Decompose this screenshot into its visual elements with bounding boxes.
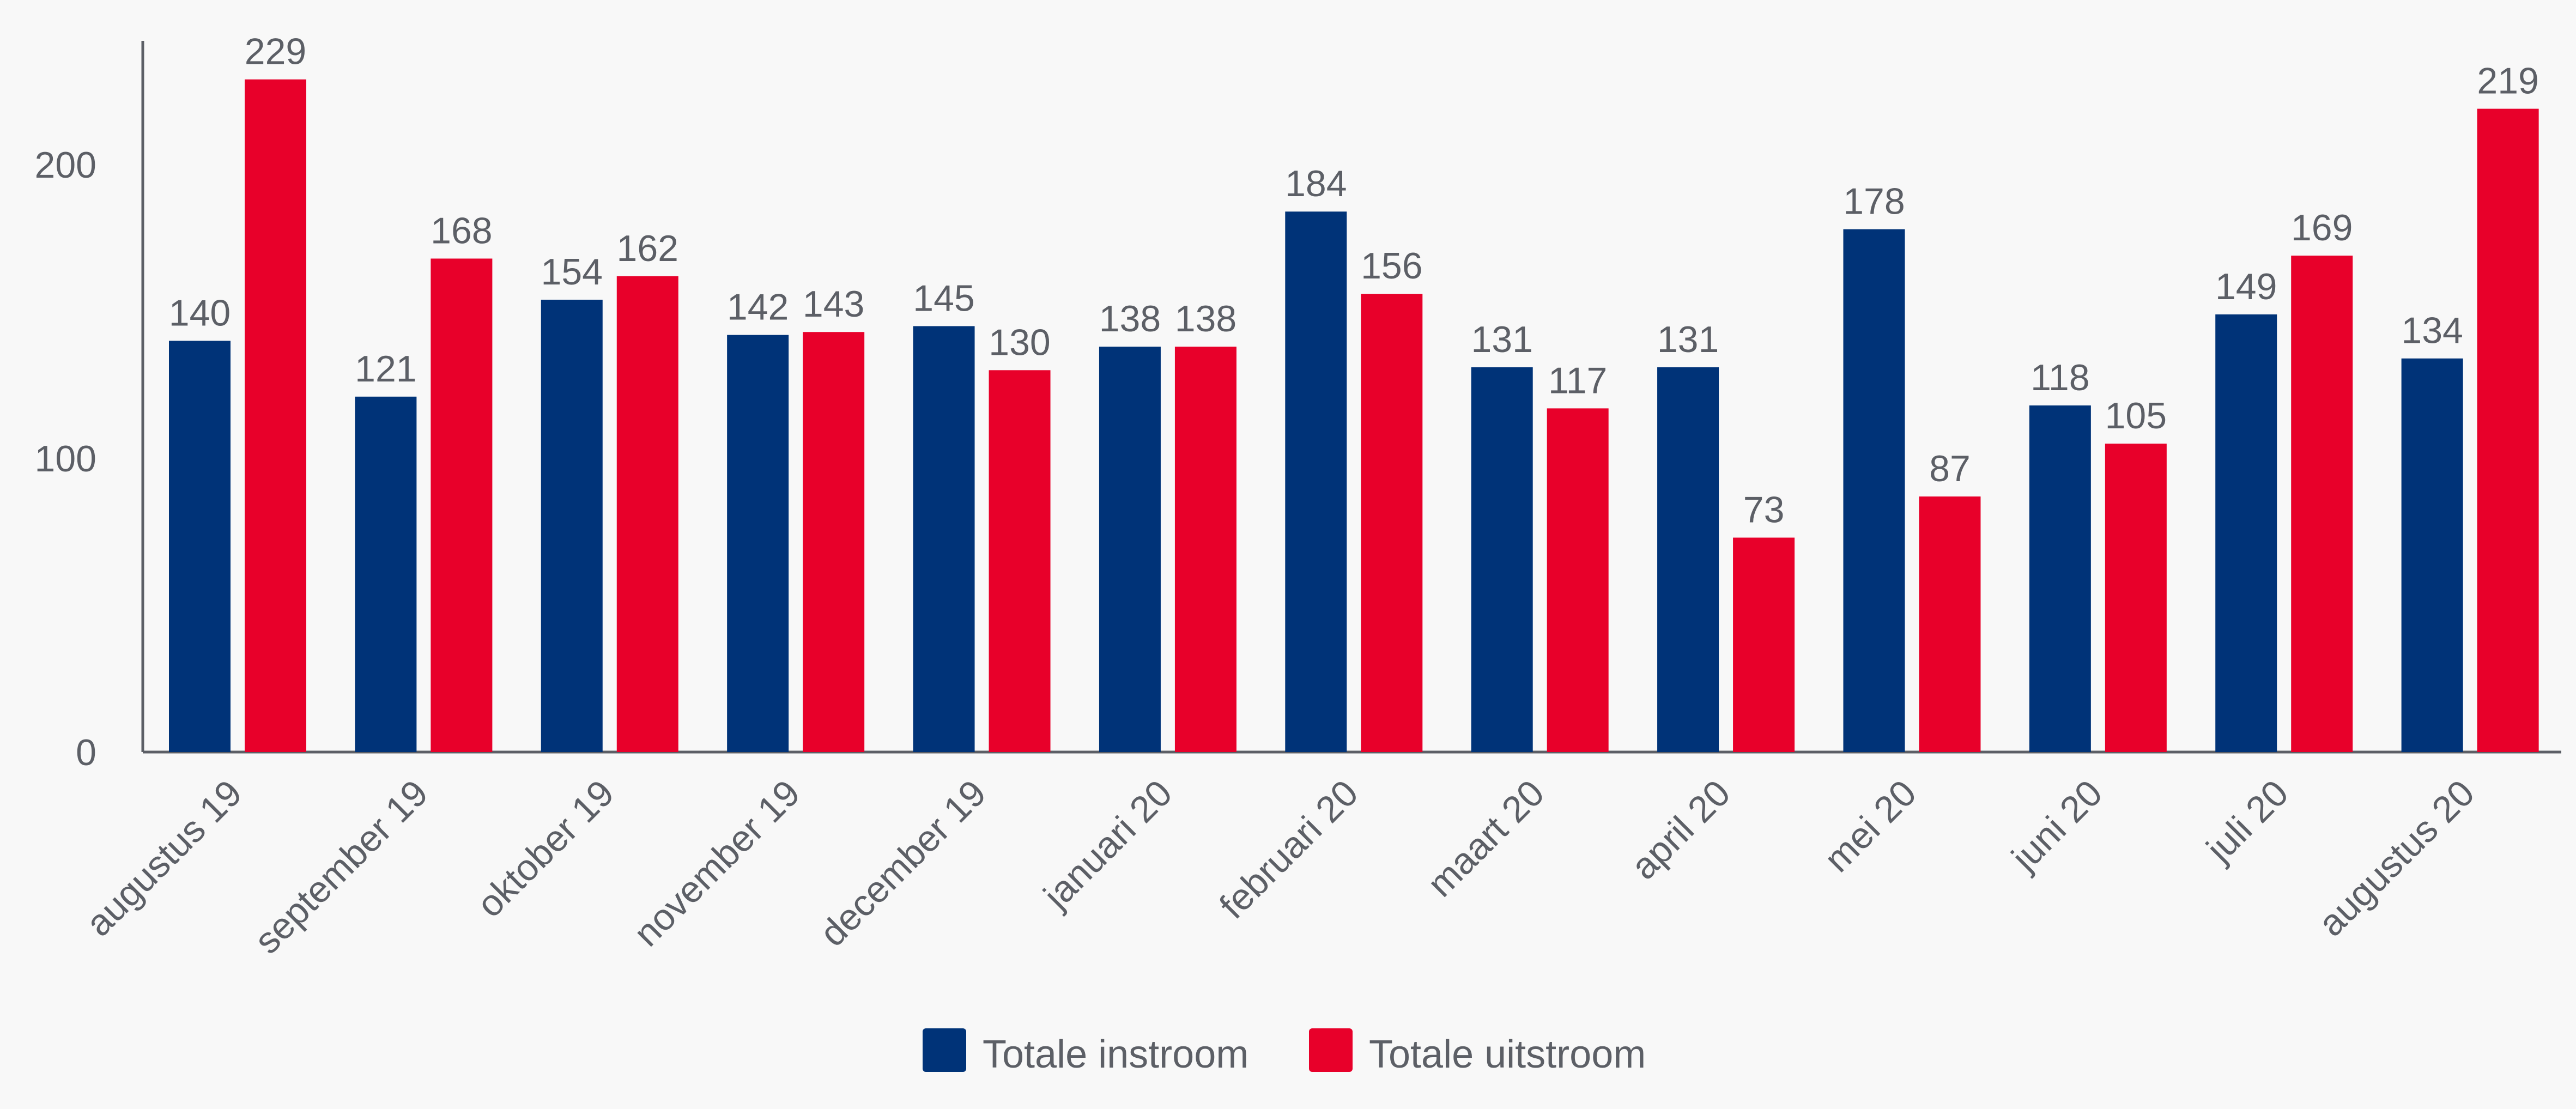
data-label: 131	[1471, 319, 1532, 360]
data-label: 140	[169, 292, 231, 334]
bar-instroom	[1285, 211, 1347, 752]
data-label: 73	[1743, 489, 1785, 531]
x-tick-label: maart 20	[1420, 772, 1552, 905]
data-label: 154	[541, 251, 603, 293]
bar-uitstroom	[431, 258, 493, 753]
bar-instroom	[2029, 405, 2091, 752]
x-tick-label: mei 20	[1816, 772, 1924, 880]
data-label: 143	[803, 283, 864, 325]
bar-instroom	[1471, 367, 1533, 752]
legend: Totale instroom Totale uitstroom	[923, 1028, 1646, 1076]
data-label: 162	[617, 228, 678, 269]
bar-instroom	[913, 326, 975, 752]
legend-label-instroom: Totale instroom	[983, 1033, 1248, 1076]
legend-swatch-uitstroom	[1309, 1028, 1353, 1072]
data-label: 130	[989, 322, 1050, 363]
bar-uitstroom	[1361, 294, 1423, 752]
bar-instroom	[727, 335, 789, 752]
x-tick-label: januari 20	[1035, 772, 1180, 917]
bar-instroom	[1843, 229, 1905, 753]
bar-instroom	[1099, 347, 1161, 752]
bar-uitstroom	[245, 79, 306, 753]
data-label: 117	[1548, 360, 1607, 401]
bar-uitstroom	[1919, 496, 1981, 752]
data-label: 87	[1929, 448, 1971, 489]
data-label: 219	[2477, 60, 2538, 102]
legend-label-uitstroom: Totale uitstroom	[1369, 1033, 1646, 1076]
data-labels: 140 229 121 168 154 162 142 143 145 130 138 138 184 1…	[169, 31, 2539, 531]
data-label: 138	[1175, 298, 1237, 340]
x-tick-label: juli 20	[2198, 772, 2296, 871]
data-label: 134	[2401, 310, 2463, 352]
bar-uitstroom	[2477, 108, 2539, 753]
data-label: 156	[1361, 245, 1422, 287]
bar-instroom	[169, 341, 231, 752]
data-label: 145	[913, 277, 974, 319]
x-tick-label: september 19	[246, 772, 436, 962]
data-label: 178	[1843, 181, 1905, 222]
bar-uitstroom	[1547, 408, 1609, 752]
data-label: 105	[2105, 395, 2167, 437]
data-label: 168	[431, 210, 492, 251]
data-label: 121	[355, 348, 416, 390]
y-tick-labels: 0 100 200	[35, 144, 96, 773]
bar-uitstroom	[2291, 256, 2353, 753]
y-tick-label: 200	[35, 144, 96, 186]
x-tick-label: augustus 19	[78, 772, 250, 944]
x-tick-label: oktober 19	[469, 772, 622, 925]
bar-uitstroom	[803, 332, 865, 752]
data-label: 118	[2031, 357, 2089, 398]
data-label: 229	[245, 31, 306, 72]
data-label: 142	[727, 287, 789, 328]
x-tick-label: april 20	[1623, 772, 1738, 887]
x-tick-label: december 19	[812, 772, 994, 954]
y-tick-label: 0	[76, 732, 96, 773]
bar-uitstroom	[1174, 347, 1237, 752]
data-label: 149	[2215, 266, 2277, 307]
bar-uitstroom	[1733, 537, 1795, 752]
bar-instroom	[541, 299, 603, 752]
data-label: 184	[1285, 163, 1347, 204]
bar-instroom	[2215, 314, 2277, 752]
x-tick-label: augustus 20	[2310, 772, 2482, 944]
bars	[169, 79, 2539, 753]
data-label: 169	[2291, 207, 2353, 249]
bar-instroom	[355, 396, 417, 752]
y-tick-label: 100	[35, 438, 96, 480]
bar-uitstroom	[989, 370, 1051, 752]
data-label: 138	[1099, 298, 1161, 340]
bar-instroom	[2401, 358, 2463, 752]
x-tick-label: november 19	[626, 772, 808, 954]
data-label: 131	[1657, 319, 1719, 360]
x-tick-label: februari 20	[1211, 772, 1366, 927]
legend-swatch-instroom	[923, 1028, 966, 1072]
bar-uitstroom	[616, 276, 678, 752]
x-tick-label: juni 20	[2003, 772, 2111, 880]
bar-instroom	[1657, 367, 1719, 752]
bar-uitstroom	[2105, 444, 2167, 752]
